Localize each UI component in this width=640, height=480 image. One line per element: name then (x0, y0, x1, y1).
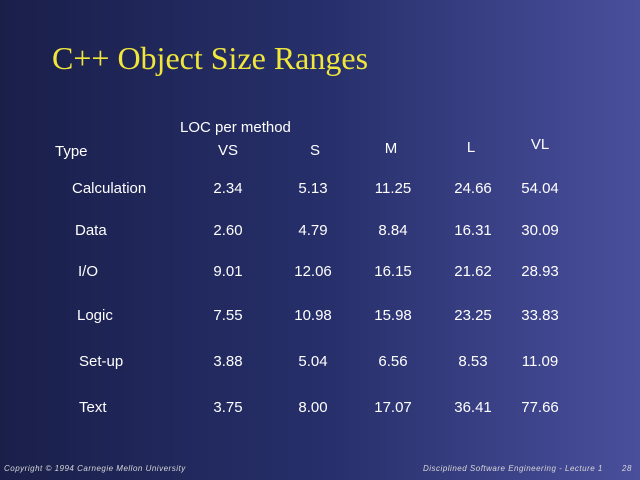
table-cell: 24.66 (454, 180, 492, 197)
table-cell: 54.04 (521, 180, 559, 197)
table-cell: 16.15 (374, 263, 412, 280)
column-header: L (466, 139, 476, 156)
row-label: Calculation (72, 180, 147, 197)
footer-lecture: Disciplined Software Engineering - Lectu… (423, 464, 603, 473)
row-label: Logic (77, 307, 113, 324)
table-cell: 17.07 (374, 399, 412, 416)
row-label: Text (79, 399, 107, 416)
table-cell: 23.25 (454, 307, 492, 324)
column-header: M (384, 140, 398, 157)
table-cell: 9.01 (213, 263, 243, 280)
table-cell: 11.09 (521, 353, 559, 370)
table-cell: 2.34 (213, 180, 243, 197)
table-cell: 3.88 (213, 353, 243, 370)
table-cell: 12.06 (294, 263, 332, 280)
table-cell: 30.09 (521, 222, 559, 239)
table-cell: 33.83 (521, 307, 559, 324)
table-cell: 5.04 (298, 353, 328, 370)
table-cell: 28.93 (521, 263, 559, 280)
footer-copyright: Copyright © 1994 Carnegie Mellon Univers… (4, 464, 186, 473)
table-cell: 21.62 (454, 263, 492, 280)
table-cell: 4.79 (298, 222, 328, 239)
row-label: Set-up (79, 353, 124, 370)
table-cell: 8.84 (378, 222, 408, 239)
table-cell: 6.56 (378, 353, 408, 370)
column-header: S (309, 142, 321, 159)
page-number: 28 (622, 464, 632, 473)
group-header: LOC per method (180, 119, 291, 136)
table-cell: 8.00 (298, 399, 328, 416)
slide-title: C++ Object Size Ranges (52, 40, 369, 76)
row-label: I/O (78, 263, 99, 280)
column-header: Type (55, 143, 88, 160)
table-cell: 15.98 (374, 307, 412, 324)
table-cell: 8.53 (458, 353, 488, 370)
column-header: VS (217, 142, 239, 159)
row-label: Data (75, 222, 107, 239)
table-cell: 5.13 (298, 180, 328, 197)
table-cell: 10.98 (294, 307, 332, 324)
table-cell: 2.60 (213, 222, 243, 239)
table-cell: 36.41 (454, 399, 492, 416)
table-cell: 3.75 (213, 399, 243, 416)
table-cell: 11.25 (374, 180, 412, 197)
table-cell: 16.31 (454, 222, 492, 239)
column-header: VL (530, 136, 550, 153)
table-cell: 7.55 (213, 307, 243, 324)
table-cell: 77.66 (521, 399, 559, 416)
